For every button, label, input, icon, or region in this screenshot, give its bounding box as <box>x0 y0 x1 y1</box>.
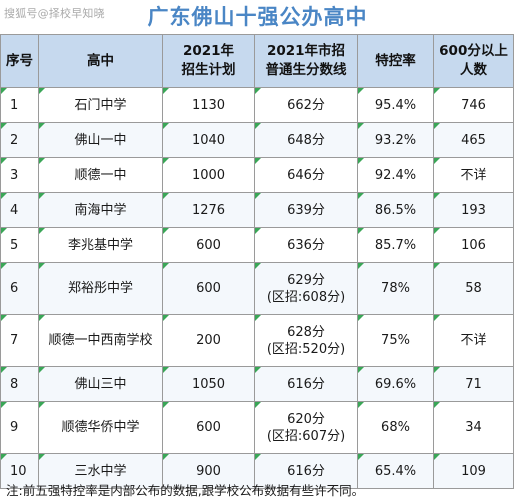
row-no: 5 <box>0 227 39 263</box>
row-no: 4 <box>0 192 39 228</box>
row-no: 9 <box>0 401 39 454</box>
row-control: 93.2% <box>357 122 434 158</box>
row-over600: 109 <box>433 453 514 489</box>
header-score: 2021年市招 普通生分数线 <box>254 34 358 88</box>
row-over600: 746 <box>433 87 514 123</box>
row-score-main: 639分 <box>287 202 325 218</box>
row-school: 李兆基中学 <box>38 227 163 263</box>
row-plan: 200 <box>162 314 255 367</box>
row-score: 639分 <box>254 192 358 228</box>
row-plan: 1050 <box>162 366 255 402</box>
header-no: 序号 <box>0 34 39 88</box>
row-no: 1 <box>0 87 39 123</box>
row-no: 2 <box>0 122 39 158</box>
row-score: 628分 (区招:520分) <box>254 314 358 367</box>
row-score: 620分 (区招:607分) <box>254 401 358 454</box>
table-row: 1 石门中学 1130 662分 95.4% 746 <box>0 87 514 123</box>
row-school: 佛山一中 <box>38 122 163 158</box>
row-no: 3 <box>0 157 39 193</box>
footnote: 注:前五强特控率是内部公布的数据,跟学校公布数据有些许不同。 <box>6 483 365 498</box>
table-row: 7 顺德一中西南学校 200 628分 (区招:520分) 75% 不详 <box>0 314 514 367</box>
row-school: 顺德华侨中学 <box>38 401 163 454</box>
table-row: 5 李兆基中学 600 636分 85.7% 106 <box>0 227 514 263</box>
row-score: 646分 <box>254 157 358 193</box>
header-control: 特控率 <box>357 34 434 88</box>
header-over600: 600分以上 人数 <box>433 34 514 88</box>
header-plan-line2: 招生计划 <box>181 62 236 78</box>
row-plan: 600 <box>162 401 255 454</box>
row-plan: 900 <box>162 453 255 489</box>
row-score-main: 616分 <box>287 463 325 479</box>
row-school: 顺德一中 <box>38 157 163 193</box>
row-score-district: (区招:608分) <box>266 289 346 305</box>
row-over600: 34 <box>433 401 514 454</box>
row-control: 68% <box>357 401 434 454</box>
row-no: 7 <box>0 314 39 367</box>
row-school: 顺德一中西南学校 <box>38 314 163 367</box>
row-score-main: 628分 <box>287 324 325 340</box>
header-plan-line1: 2021年 <box>182 43 235 59</box>
table-row: 6 郑裕彤中学 600 629分 (区招:608分) 78% 58 <box>0 262 514 315</box>
row-score: 629分 (区招:608分) <box>254 262 358 315</box>
table-header-row: 序号 高中 2021年 招生计划 2021年市招 普通生分数线 特控率 600分… <box>0 34 514 88</box>
row-score-district: (区招:520分) <box>266 341 346 357</box>
row-no: 6 <box>0 262 39 315</box>
row-score-main: 662分 <box>287 97 325 113</box>
header-score-line1: 2021年市招 <box>266 43 346 59</box>
row-school: 石门中学 <box>38 87 163 123</box>
row-plan: 600 <box>162 227 255 263</box>
row-control: 65.4% <box>357 453 434 489</box>
row-score-main: 629分 <box>287 272 325 288</box>
row-control: 92.4% <box>357 157 434 193</box>
table-row: 3 顺德一中 1000 646分 92.4% 不详 <box>0 157 514 193</box>
row-score: 662分 <box>254 87 358 123</box>
row-score-main: 620分 <box>287 411 325 427</box>
header-over600-line1: 600分以上 <box>439 43 508 59</box>
row-over600: 不详 <box>433 157 514 193</box>
row-score-main: 648分 <box>287 132 325 148</box>
row-plan: 1040 <box>162 122 255 158</box>
row-score-main: 636分 <box>287 237 325 253</box>
row-score-main: 646分 <box>287 167 325 183</box>
row-plan: 1276 <box>162 192 255 228</box>
row-over600: 71 <box>433 366 514 402</box>
row-plan: 1130 <box>162 87 255 123</box>
row-plan: 1000 <box>162 157 255 193</box>
row-score: 616分 <box>254 366 358 402</box>
header-school: 高中 <box>38 34 163 88</box>
row-over600: 106 <box>433 227 514 263</box>
row-no: 8 <box>0 366 39 402</box>
row-school: 三水中学 <box>38 453 163 489</box>
row-score: 636分 <box>254 227 358 263</box>
page-title: 广东佛山十强公办高中 <box>147 5 368 29</box>
row-control: 85.7% <box>357 227 434 263</box>
row-school: 南海中学 <box>38 192 163 228</box>
row-school: 佛山三中 <box>38 366 163 402</box>
row-plan: 600 <box>162 262 255 315</box>
table-row: 10 三水中学 900 616分 65.4% 109 <box>0 453 514 489</box>
table-row: 9 顺德华侨中学 600 620分 (区招:607分) 68% 34 <box>0 401 514 454</box>
row-control: 95.4% <box>357 87 434 123</box>
row-control: 69.6% <box>357 366 434 402</box>
row-over600: 193 <box>433 192 514 228</box>
row-score: 616分 <box>254 453 358 489</box>
row-control: 78% <box>357 262 434 315</box>
row-over600: 58 <box>433 262 514 315</box>
row-over600: 465 <box>433 122 514 158</box>
row-control: 86.5% <box>357 192 434 228</box>
row-control: 75% <box>357 314 434 367</box>
row-score-district: (区招:607分) <box>266 428 346 444</box>
row-score: 648分 <box>254 122 358 158</box>
header-over600-line2: 人数 <box>460 62 487 78</box>
table-row: 8 佛山三中 1050 616分 69.6% 71 <box>0 366 514 402</box>
header-plan: 2021年 招生计划 <box>162 34 255 88</box>
row-score-main: 616分 <box>287 376 325 392</box>
header-score-line2: 普通生分数线 <box>265 62 347 78</box>
table-row: 2 佛山一中 1040 648分 93.2% 465 <box>0 122 514 158</box>
watermark: 搜狐号@择校早知晓 <box>4 7 105 20</box>
row-over600: 不详 <box>433 314 514 367</box>
row-school: 郑裕彤中学 <box>38 262 163 315</box>
table-row: 4 南海中学 1276 639分 86.5% 193 <box>0 192 514 228</box>
school-ranking-table: 序号 高中 2021年 招生计划 2021年市招 普通生分数线 特控率 600分… <box>0 34 514 489</box>
